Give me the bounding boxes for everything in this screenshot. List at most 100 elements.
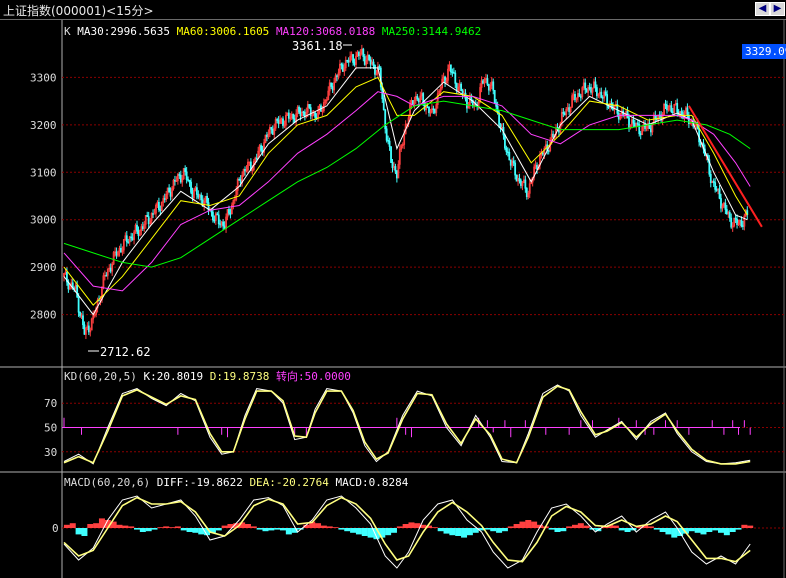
main-tag: K — [64, 25, 71, 38]
candle-body — [489, 84, 492, 91]
candle-body — [155, 204, 157, 214]
candle-body — [331, 86, 334, 91]
candle-body — [487, 84, 490, 91]
candle-body — [654, 115, 657, 120]
candle-body — [648, 122, 651, 129]
candle-body — [219, 223, 222, 226]
candle-body — [667, 106, 670, 111]
macd-histogram-bar — [215, 528, 222, 531]
candle-body — [223, 225, 226, 229]
candle-body — [388, 140, 391, 147]
candle-body — [343, 67, 346, 72]
macd-histogram-bar — [157, 527, 164, 528]
macd-histogram-bar — [688, 528, 695, 532]
candle-body — [274, 119, 277, 129]
candle-body — [514, 162, 517, 176]
candle-body — [229, 212, 232, 215]
candle-body — [264, 134, 267, 143]
candle-body — [214, 213, 217, 221]
candle-body — [483, 79, 486, 84]
ma60-label: MA60:3006.1605 — [176, 25, 270, 38]
candle-body — [384, 109, 387, 130]
macd-histogram-bar — [420, 524, 427, 528]
candle-body — [720, 198, 722, 209]
ma120-label: MA120:3068.0188 — [275, 25, 376, 38]
macd-histogram-bar — [747, 525, 754, 528]
candle-body — [394, 166, 397, 172]
macd-histogram-bar — [577, 523, 584, 528]
candle-body — [293, 118, 296, 123]
high-annotation: 3361.18 — [292, 39, 343, 53]
macd-histogram-bar — [75, 528, 82, 535]
candle-body — [562, 112, 565, 114]
candle-body — [159, 209, 162, 212]
candle-body — [160, 201, 163, 212]
candle-body — [628, 117, 630, 128]
candle-body — [575, 97, 578, 101]
candle-body — [363, 56, 366, 65]
arrow-right-icon[interactable]: ▶ — [770, 2, 785, 16]
candle-body — [444, 76, 446, 84]
macd-histogram-bar — [671, 528, 678, 538]
candle-body — [636, 122, 639, 125]
candle-body — [146, 215, 149, 217]
macd-histogram-bar — [572, 524, 578, 528]
candle-body — [120, 247, 122, 253]
main-ytick-label: 2900 — [30, 261, 57, 274]
macd-histogram-bar — [484, 528, 491, 530]
candle-body — [172, 179, 175, 189]
candle-body — [571, 95, 573, 108]
candle-body — [714, 182, 717, 190]
candle-body — [492, 81, 495, 91]
candle-body — [87, 325, 90, 333]
candle-body — [506, 151, 509, 154]
macd-ytick-label: 0 — [52, 522, 59, 535]
candle-body — [328, 82, 331, 92]
candle-body — [368, 54, 371, 61]
macd-histogram-bar — [104, 520, 111, 528]
macd-histogram-bar — [426, 525, 432, 528]
candle-body — [285, 115, 287, 126]
candle-body — [671, 111, 674, 114]
candle-body — [147, 216, 150, 225]
candle-body — [431, 108, 433, 113]
macd-histogram-bar — [449, 528, 456, 536]
candle-body — [398, 148, 401, 165]
candle-body — [521, 182, 524, 186]
candle-body — [102, 275, 105, 288]
macd-histogram-bar — [209, 528, 216, 533]
arrow-left-icon[interactable]: ◀ — [755, 2, 770, 16]
candle-body — [358, 52, 360, 57]
candle-body — [121, 249, 124, 253]
candle-body — [594, 81, 597, 88]
candle-body — [721, 205, 724, 209]
macd-histogram-bar — [437, 528, 444, 532]
candle-body — [254, 157, 257, 162]
candle-body — [486, 78, 489, 85]
candle-body — [520, 180, 522, 186]
candle-body — [730, 217, 733, 228]
candle-body — [741, 225, 744, 227]
macd-histogram-bar — [525, 520, 532, 528]
macd-histogram-bar — [607, 524, 614, 528]
candle-body — [263, 142, 265, 153]
candle-body — [184, 168, 187, 173]
candle-body — [369, 59, 372, 65]
macd-histogram-bar — [379, 528, 386, 538]
kd-d-label: D:19.8738 — [209, 370, 270, 383]
macd-histogram-bar — [461, 528, 468, 538]
candle-body — [171, 188, 173, 197]
candle-body — [588, 87, 591, 89]
candle-body — [715, 189, 718, 191]
kd-d-line — [63, 385, 751, 465]
macd-histogram-bar — [653, 528, 660, 530]
candle-body — [417, 98, 420, 103]
candle-body — [585, 89, 588, 93]
candle-body — [650, 128, 652, 133]
macd-histogram-bar — [431, 527, 438, 528]
macd-histogram-bar — [63, 524, 70, 528]
macd-histogram-bar — [396, 526, 403, 528]
macd-histogram-bar — [490, 528, 497, 532]
main-ytick-label: 3000 — [30, 214, 57, 227]
